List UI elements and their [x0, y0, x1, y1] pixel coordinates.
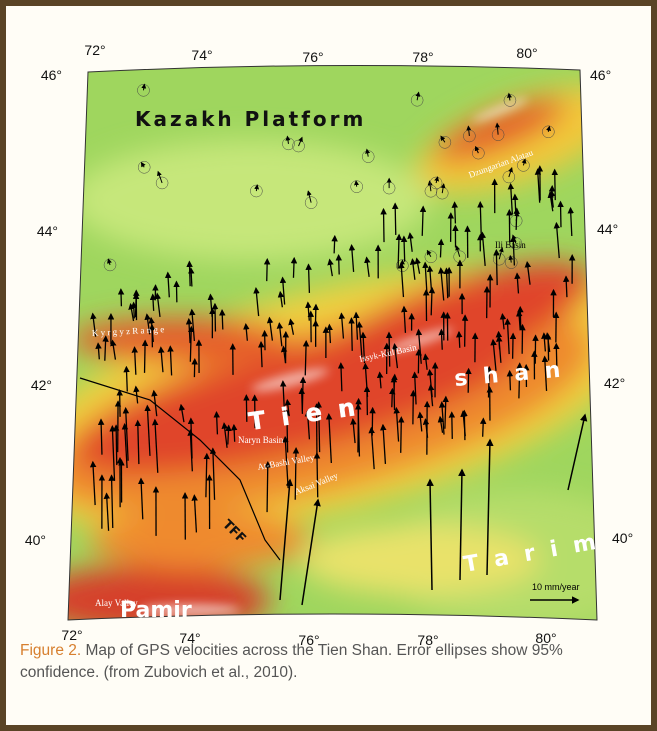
gps-arrow: [395, 204, 396, 235]
gps-arrow: [555, 170, 556, 200]
gps-arrow: [440, 240, 441, 258]
scale-label: 10 mm/year: [532, 582, 580, 592]
lat-tick: 44°: [597, 221, 618, 237]
lon-tick: 72°: [84, 42, 105, 58]
gps-arrow: [431, 288, 432, 315]
lon-tick: 74°: [191, 47, 212, 63]
caption: Figure 2. Map of GPS velocities across t…: [20, 640, 620, 684]
gps-arrow: [116, 426, 117, 465]
gps-arrow: [126, 367, 127, 391]
gps-arrow: [135, 294, 136, 318]
gps-arrow: [401, 417, 402, 452]
gps-arrow: [548, 334, 549, 360]
gps-arrow: [394, 375, 395, 391]
page: 72° 74° 76° 78° 80° 72° 74° 76° 78° 80° …: [0, 0, 657, 731]
gps-arrow: [351, 318, 352, 350]
gps-arrow: [305, 341, 306, 375]
gps-arrow: [496, 250, 497, 285]
gps-arrow: [483, 419, 484, 437]
gps-arrow: [222, 310, 223, 329]
gps-arrow: [234, 425, 235, 442]
figure-label: Figure 2.: [20, 642, 81, 659]
gps-arrow: [455, 203, 456, 224]
lat-tick: 42°: [31, 377, 52, 393]
gps-arrow: [464, 411, 465, 440]
gps-arrow: [189, 262, 190, 286]
gps-arrow: [308, 265, 309, 293]
lat-tick: 46°: [590, 67, 611, 83]
gps-arrow: [145, 341, 146, 373]
gps-arrow: [392, 389, 393, 407]
gps-arrow: [228, 426, 229, 445]
lat-tick: 44°: [37, 223, 58, 239]
gps-arrow: [384, 209, 385, 242]
gps-arrow: [293, 258, 294, 278]
region-label: Kazakh Platform: [135, 107, 366, 131]
caption-text: Map of GPS velocities across the Tien Sh…: [20, 642, 563, 681]
feature-label: Alay Valley: [95, 598, 138, 608]
feature-label: Ili Basin: [495, 240, 526, 250]
gps-arrow: [356, 181, 357, 187]
gps-arrow: [452, 413, 453, 439]
lon-tick: 80°: [516, 45, 537, 61]
gps-arrow: [267, 259, 268, 281]
lat-tick: 46°: [41, 67, 62, 83]
gps-arrow: [334, 236, 335, 253]
feature-label: Naryn Basin: [238, 435, 284, 445]
gps-arrow: [441, 330, 442, 350]
gps-arrow: [566, 277, 567, 298]
gps-arrow: [317, 453, 318, 497]
lat-tick: 40°: [25, 532, 46, 548]
gps-arrow: [339, 255, 340, 274]
lat-tick: 40°: [612, 530, 633, 546]
gps-arrow: [422, 207, 423, 236]
figure: 72° 74° 76° 78° 80° 72° 74° 76° 78° 80° …: [0, 0, 657, 731]
lat-tick: 42°: [604, 375, 625, 391]
gps-arrow: [134, 303, 135, 319]
gps-arrow: [404, 237, 405, 262]
lon-tick: 78°: [412, 49, 433, 65]
gps-arrow: [459, 332, 460, 348]
lon-tick: 76°: [302, 49, 323, 65]
